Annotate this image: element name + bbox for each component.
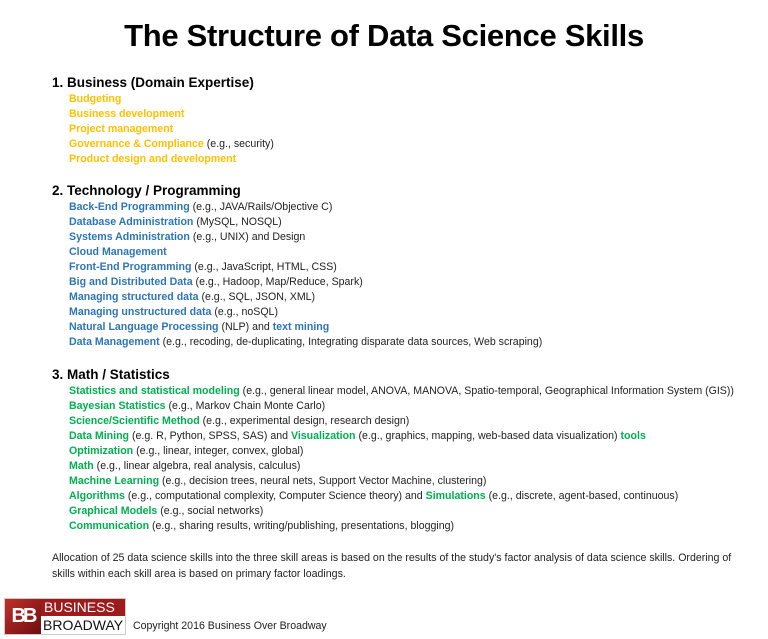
skill-list: Budgeting Business development Project man… bbox=[69, 92, 274, 167]
copyright: Copyright 2016 Business Over Broadway bbox=[133, 620, 327, 632]
business-broadway-logo: BB BUSINESS BROADWAY bbox=[4, 598, 126, 635]
skill-example: (e.g., general linear model, ANOVA, MANO… bbox=[239, 385, 734, 397]
skill-name: tools bbox=[620, 430, 646, 442]
footnote: Allocation of 25 data science skills int… bbox=[52, 552, 732, 580]
skill-name: Database Administration bbox=[69, 216, 194, 228]
section-math-statistics: 3. Math / Statistics Statistics and stati… bbox=[52, 366, 734, 534]
logo-mark: BB bbox=[5, 599, 41, 634]
skill-example: (e.g., Markov Chain Monte Carlo) bbox=[165, 400, 326, 412]
skill-name: Managing unstructured data bbox=[69, 306, 212, 318]
skill-item: Managing structured data (e.g., SQL, JSO… bbox=[69, 290, 542, 305]
skill-item: Back-End Programming (e.g., JAVA/Rails/O… bbox=[69, 200, 542, 215]
skill-example: (e.g., security) bbox=[203, 138, 274, 150]
skill-item: Data Management (e.g., recoding, de-dupl… bbox=[69, 335, 542, 350]
skill-item: Communication (e.g., sharing results, wr… bbox=[69, 519, 734, 534]
skill-example: (e.g., sharing results, writing/publishi… bbox=[149, 520, 455, 532]
skill-item: Graphical Models (e.g., social networks) bbox=[69, 504, 734, 519]
skill-name: text mining bbox=[272, 321, 330, 333]
skill-example: (e.g., recoding, de-duplicating, Integra… bbox=[159, 336, 543, 348]
skill-name: Back-End Programming bbox=[69, 201, 190, 213]
skill-name: Systems Administration bbox=[69, 231, 190, 243]
skill-name: Optimization bbox=[69, 445, 134, 457]
logo-text-bottom: BROADWAY bbox=[43, 617, 124, 633]
skill-item: Math (e.g., linear algebra, real analysi… bbox=[69, 459, 734, 474]
skill-example: (e.g. R, Python, SPSS, SAS) and bbox=[129, 430, 291, 442]
skill-item: Data Mining (e.g. R, Python, SPSS, SAS) … bbox=[69, 429, 734, 444]
skill-name: Natural Language Processing bbox=[69, 321, 219, 333]
skill-name: Business development bbox=[69, 108, 185, 120]
skill-name: Visualization bbox=[290, 430, 356, 442]
skill-example: (e.g., decision trees, neural nets, Supp… bbox=[159, 475, 487, 487]
skill-item: Algorithms (e.g., computational complexi… bbox=[69, 489, 734, 504]
skill-example: (e.g., SQL, JSON, XML) bbox=[198, 291, 316, 303]
skill-list: Statistics and statistical modeling (e.g… bbox=[69, 384, 734, 534]
skill-name: Simulations bbox=[425, 490, 486, 502]
skill-item: Optimization (e.g., linear, integer, con… bbox=[69, 444, 734, 459]
section-heading: 2. Technology / Programming bbox=[52, 183, 241, 198]
skill-item: Project management bbox=[69, 122, 274, 137]
skill-name: Machine Learning bbox=[69, 475, 160, 487]
skill-example: (e.g., linear algebra, real analysis, ca… bbox=[93, 460, 301, 472]
section-heading: 1. Business (Domain Expertise) bbox=[52, 75, 254, 90]
skill-example: (e.g., social networks) bbox=[157, 505, 264, 517]
section-heading: 3. Math / Statistics bbox=[52, 367, 170, 382]
skill-example: (MySQL, NOSQL) bbox=[193, 216, 282, 228]
skill-example: (e.g., UNIX) and Design bbox=[189, 231, 306, 243]
skill-item: Database Administration (MySQL, NOSQL) bbox=[69, 215, 542, 230]
skill-name: Algorithms bbox=[69, 490, 125, 502]
skill-example: (e.g., JavaScript, HTML, CSS) bbox=[191, 261, 337, 273]
section-business: 1. Business (Domain Expertise) Budgeting B… bbox=[52, 74, 274, 167]
skill-item: Governance & Compliance (e.g., security) bbox=[69, 137, 274, 152]
page-title: The Structure of Data Science Skills bbox=[124, 18, 644, 53]
skill-name: Front-End Programming bbox=[69, 261, 192, 273]
skill-name: Big and Distributed Data bbox=[69, 276, 193, 288]
skill-name: Governance & Compliance bbox=[69, 138, 204, 150]
skill-item: Machine Learning (e.g., decision trees, … bbox=[69, 474, 734, 489]
skill-name: Project management bbox=[69, 123, 174, 135]
skill-item: Product design and development bbox=[69, 152, 274, 167]
skill-name: Budgeting bbox=[69, 93, 122, 105]
skill-item: Statistics and statistical modeling (e.g… bbox=[69, 384, 734, 399]
skill-name: Statistics and statistical modeling bbox=[69, 385, 240, 397]
skill-example: (e.g., Hadoop, Map/Reduce, Spark) bbox=[192, 276, 363, 288]
skill-item: Systems Administration (e.g., UNIX) and … bbox=[69, 230, 542, 245]
skill-example: (e.g., experimental design, research des… bbox=[199, 415, 410, 427]
skill-example: (e.g., JAVA/Rails/Objective C) bbox=[189, 201, 333, 213]
skill-item: Cloud Management bbox=[69, 245, 542, 260]
skill-example: (e.g., computational complexity, Compute… bbox=[124, 490, 426, 502]
skill-name: Science/Scientific Method bbox=[69, 415, 200, 427]
skill-item: Big and Distributed Data (e.g., Hadoop, … bbox=[69, 275, 542, 290]
skill-name: Data Mining bbox=[69, 430, 130, 442]
skill-name: Managing structured data bbox=[69, 291, 199, 303]
skill-example: (e.g., discrete, agent-based, continuous… bbox=[485, 490, 679, 502]
logo-text-top: BUSINESS bbox=[41, 599, 125, 616]
skill-name: Cloud Management bbox=[69, 246, 167, 258]
section-technology: 2. Technology / Programming Back-End Prog… bbox=[52, 182, 542, 350]
skill-name: Product design and development bbox=[69, 153, 237, 165]
skill-item: Budgeting bbox=[69, 92, 274, 107]
skill-item: Bayesian Statistics (e.g., Markov Chain … bbox=[69, 399, 734, 414]
skill-example: (NLP) and bbox=[218, 321, 273, 333]
skill-item: Front-End Programming (e.g., JavaScript,… bbox=[69, 260, 542, 275]
skill-name: Math bbox=[69, 460, 94, 472]
skill-item: Business development bbox=[69, 107, 274, 122]
skill-name: Bayesian Statistics bbox=[69, 400, 166, 412]
skill-name: Graphical Models bbox=[69, 505, 158, 517]
skill-example: (e.g., graphics, mapping, web-based data… bbox=[355, 430, 621, 442]
skill-item: Natural Language Processing (NLP) and te… bbox=[69, 320, 542, 335]
skill-example: (e.g., noSQL) bbox=[211, 306, 278, 318]
skill-list: Back-End Programming (e.g., JAVA/Rails/O… bbox=[69, 200, 542, 350]
skill-example: (e.g., linear, integer, convex, global) bbox=[133, 445, 304, 457]
skill-item: Managing unstructured data (e.g., noSQL) bbox=[69, 305, 542, 320]
skill-item: Science/Scientific Method (e.g., experim… bbox=[69, 414, 734, 429]
skill-name: Communication bbox=[69, 520, 150, 532]
skill-name: Data Management bbox=[69, 336, 160, 348]
